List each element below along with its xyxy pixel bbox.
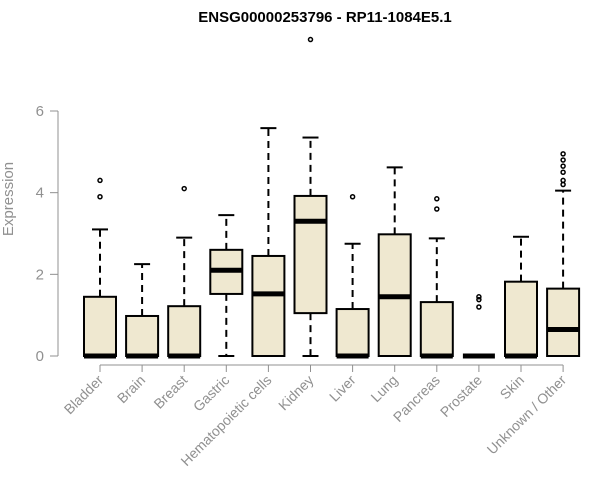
- y-tick-label: 0: [36, 348, 44, 365]
- outlier-point: [560, 177, 566, 184]
- box-group: [504, 235, 538, 359]
- box: [546, 287, 581, 357]
- box-group: [209, 214, 244, 357]
- box: [167, 305, 202, 357]
- outlier-point: [434, 196, 440, 202]
- x-tick-label: Breast: [150, 372, 190, 412]
- x-tick-label: Skin: [497, 372, 528, 403]
- y-tick-label: 4: [36, 185, 44, 202]
- chart-title: ENSG00000253796 - RP11-1084E5.1: [198, 9, 452, 26]
- x-tick-label: Prostate: [437, 372, 485, 420]
- box-group: [377, 166, 412, 357]
- outlier-point: [349, 194, 356, 200]
- box: [83, 295, 117, 357]
- box-group: [419, 196, 454, 359]
- x-tick-label: Brain: [114, 372, 148, 406]
- box: [419, 301, 454, 358]
- outlier-point: [560, 151, 566, 157]
- outlier-point: [560, 157, 566, 163]
- x-tick-label: Liver: [326, 372, 359, 405]
- y-axis-label: Expression: [0, 162, 17, 236]
- outlier-point: [560, 169, 566, 175]
- x-tick-label: Kidney: [275, 372, 317, 414]
- x-tick-label: Pancreas: [390, 372, 443, 425]
- box-group: [167, 185, 202, 359]
- box: [335, 308, 370, 357]
- box-group: [251, 127, 286, 357]
- box: [293, 194, 328, 315]
- box-group: [546, 151, 581, 357]
- box: [504, 280, 538, 357]
- x-tick-label: Lung: [367, 372, 400, 405]
- box-group: [335, 194, 370, 359]
- y-tick-label: 6: [36, 103, 44, 120]
- outlier-point: [476, 304, 482, 310]
- outlier-point: [560, 163, 566, 169]
- box: [251, 254, 286, 357]
- boxes-group: [83, 36, 581, 359]
- outlier-point: [476, 294, 482, 300]
- y-axis: 0 2 4 6: [36, 103, 59, 365]
- box-group: [462, 294, 495, 359]
- box-group: [125, 263, 160, 359]
- box-group: [83, 177, 117, 359]
- outlier-point: [97, 177, 103, 184]
- outlier-point: [476, 296, 482, 303]
- outlier-point: [307, 36, 314, 43]
- x-tick-label: Unknown / Other: [484, 372, 570, 458]
- x-tick-label: Bladder: [61, 372, 107, 418]
- y-tick-label: 2: [36, 266, 44, 283]
- outlier-point: [181, 185, 187, 192]
- outlier-point: [97, 194, 103, 200]
- box: [125, 314, 160, 358]
- outlier-point: [434, 206, 440, 212]
- box-group: [293, 36, 328, 357]
